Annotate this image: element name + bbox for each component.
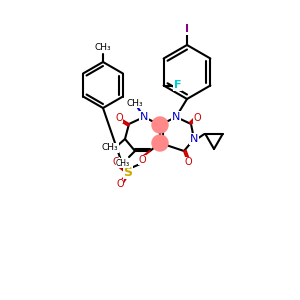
Text: O: O	[112, 157, 120, 167]
Text: I: I	[185, 24, 189, 34]
Text: O: O	[138, 155, 146, 165]
Text: N: N	[140, 112, 148, 122]
Text: CH₃: CH₃	[127, 98, 143, 107]
Circle shape	[152, 135, 168, 151]
Text: CH₃: CH₃	[102, 143, 118, 152]
Text: S: S	[124, 166, 133, 178]
Text: O: O	[193, 113, 201, 123]
Circle shape	[152, 117, 168, 133]
Text: O: O	[115, 113, 123, 123]
Text: F: F	[174, 80, 182, 91]
Text: CH₃: CH₃	[116, 158, 130, 167]
Text: N: N	[190, 134, 198, 144]
Text: N: N	[172, 112, 180, 122]
Text: O: O	[184, 157, 192, 167]
Text: CH₃: CH₃	[95, 44, 111, 52]
Text: O: O	[116, 179, 124, 189]
